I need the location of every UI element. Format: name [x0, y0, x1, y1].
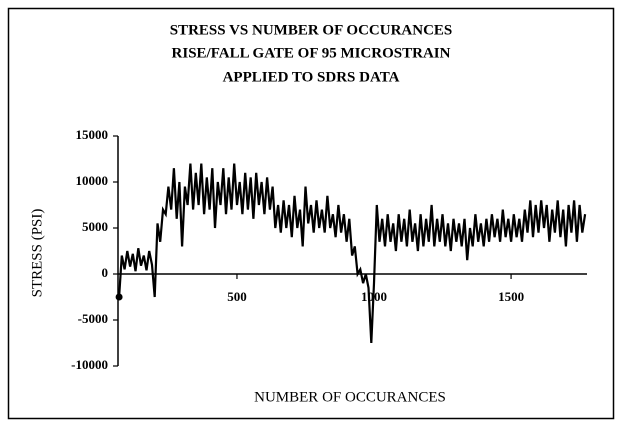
y-tick-label: 15000 [76, 127, 109, 142]
y-tick-label: 10000 [76, 173, 109, 188]
x-tick-label: 1500 [498, 289, 524, 304]
data-line [118, 163, 587, 344]
y-axis-label: STRESS (PSI) [29, 209, 45, 298]
start-marker [115, 293, 123, 301]
y-tick-label: 5000 [82, 219, 108, 234]
chart-subtitle: RISE/FALL GATE OF 95 MICROSTRAIN [172, 45, 451, 61]
y-tick-label: 0 [102, 265, 109, 280]
chart-subtitle: APPLIED TO SDRS DATA [223, 69, 400, 85]
x-tick-label: 500 [227, 289, 247, 304]
y-tick-label: -5000 [78, 311, 108, 326]
chart-title: STRESS VS NUMBER OF OCCURANCES [170, 22, 453, 38]
x-axis-label: NUMBER OF OCCURANCES [254, 389, 446, 405]
y-tick-label: -10000 [71, 357, 108, 372]
